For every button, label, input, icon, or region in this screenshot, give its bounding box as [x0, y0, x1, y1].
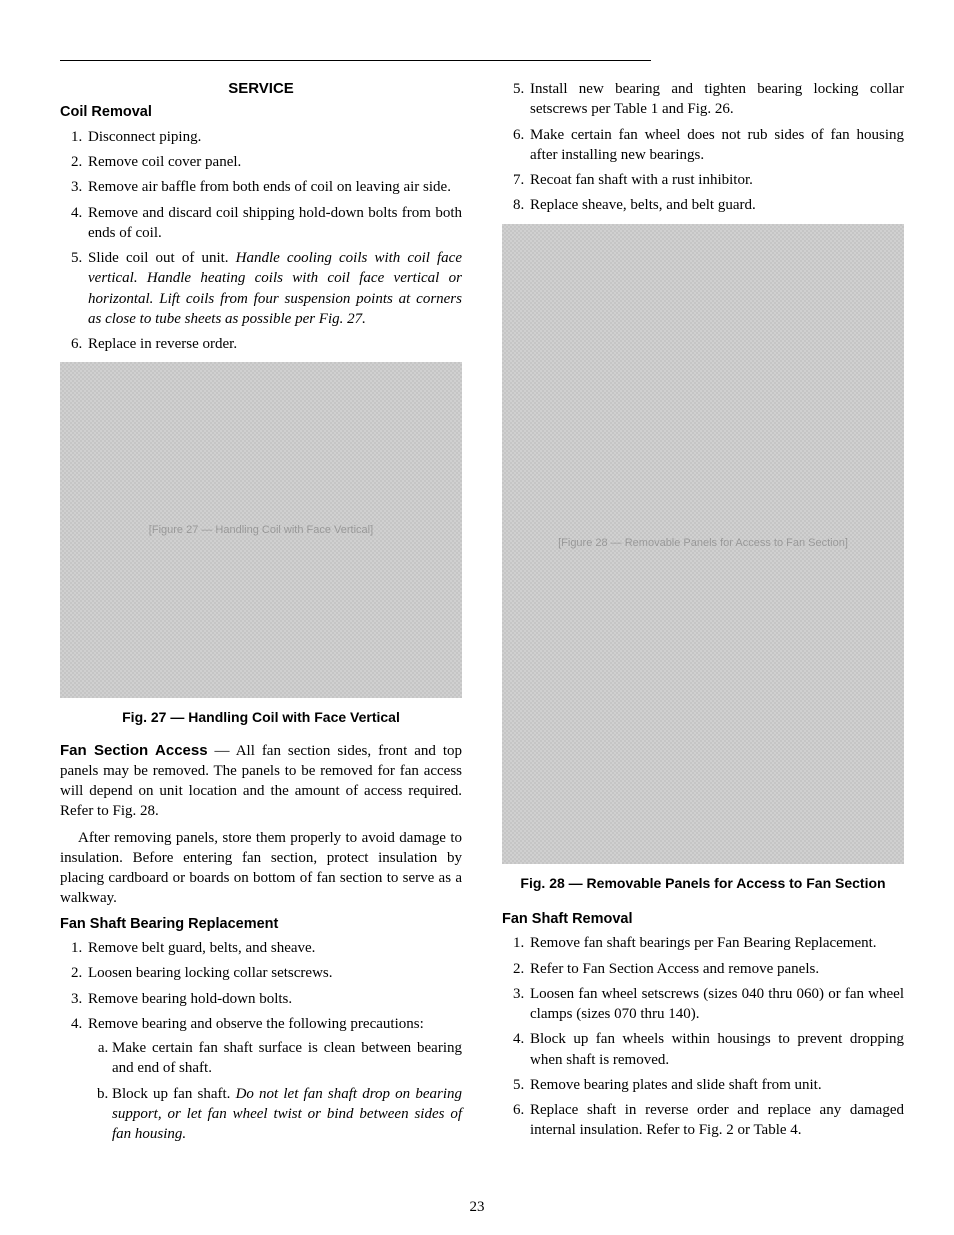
list-item: Remove fan shaft bearings per Fan Bearin… — [528, 933, 904, 953]
figure-27: [Figure 27 — Handling Coil with Face Ver… — [60, 362, 462, 698]
list-item: Recoat fan shaft with a rust inhibitor. — [528, 170, 904, 190]
list-item: Remove air baffle from both ends of coil… — [86, 177, 462, 197]
left-column: SERVICE Coil Removal Disconnect piping. … — [60, 79, 462, 1150]
fan-section-access-runin: Fan Section Access — [60, 742, 208, 759]
figure-placeholder-label: [Figure 27 — Handling Coil with Face Ver… — [143, 517, 379, 544]
coil-removal-steps: Disconnect piping. Remove coil cover pan… — [60, 127, 462, 355]
step-text: Block up fan shaft. — [112, 1086, 236, 1102]
list-item: Loosen bearing locking collar setscrews. — [86, 963, 462, 983]
coil-removal-heading: Coil Removal — [60, 103, 462, 123]
list-item: Loosen fan wheel setscrews (sizes 040 th… — [528, 984, 904, 1025]
fan-shaft-bearing-steps: Remove belt guard, belts, and sheave. Lo… — [60, 938, 462, 1144]
list-item: Remove bearing plates and slide shaft fr… — [528, 1075, 904, 1095]
list-item: Make certain fan wheel does not rub side… — [528, 125, 904, 166]
figure-27-caption: Fig. 27 — Handling Coil with Face Vertic… — [60, 708, 462, 726]
dash: — — [208, 743, 236, 759]
figure-28: [Figure 28 — Removable Panels for Access… — [502, 224, 904, 864]
list-item: Replace in reverse order. — [86, 334, 462, 354]
figure-placeholder-label: [Figure 28 — Removable Panels for Access… — [552, 530, 854, 557]
list-item: Refer to Fan Section Access and remove p… — [528, 959, 904, 979]
fan-section-access-para1: Fan Section Access — All fan section sid… — [60, 741, 462, 822]
page: SERVICE Coil Removal Disconnect piping. … — [0, 0, 954, 1235]
list-item: Block up fan shaft. Do not let fan shaft… — [112, 1084, 462, 1145]
list-item: Install new bearing and tighten bearing … — [528, 79, 904, 120]
list-item: Remove belt guard, belts, and sheave. — [86, 938, 462, 958]
step-text: Remove bearing and observe the following… — [88, 1016, 424, 1032]
two-column-layout: SERVICE Coil Removal Disconnect piping. … — [60, 79, 904, 1150]
top-rule — [60, 60, 651, 61]
fan-shaft-removal-steps: Remove fan shaft bearings per Fan Bearin… — [502, 933, 904, 1140]
fan-shaft-bearing-heading: Fan Shaft Bearing Replacement — [60, 915, 462, 935]
list-item: Remove bearing and observe the following… — [86, 1014, 462, 1145]
list-item: Remove coil cover panel. — [86, 152, 462, 172]
list-item: Slide coil out of unit. Handle cooling c… — [86, 248, 462, 329]
list-item: Replace shaft in reverse order and repla… — [528, 1100, 904, 1141]
right-column: Install new bearing and tighten bearing … — [502, 79, 904, 1150]
fan-shaft-bearing-steps-cont: Install new bearing and tighten bearing … — [502, 79, 904, 216]
figure-28-caption: Fig. 28 — Removable Panels for Access to… — [502, 874, 904, 892]
service-heading: SERVICE — [60, 79, 462, 99]
fan-section-access-para2: After removing panels, store them proper… — [60, 828, 462, 909]
list-item: Remove bearing hold-down bolts. — [86, 989, 462, 1009]
substeps: Make certain fan shaft surface is clean … — [88, 1038, 462, 1144]
step-text: Slide coil out of unit. — [88, 250, 236, 266]
list-item: Replace sheave, belts, and belt guard. — [528, 195, 904, 215]
list-item: Remove and discard coil shipping hold-do… — [86, 203, 462, 244]
fan-shaft-removal-heading: Fan Shaft Removal — [502, 910, 904, 930]
page-number: 23 — [0, 1197, 954, 1217]
list-item: Disconnect piping. — [86, 127, 462, 147]
list-item: Make certain fan shaft surface is clean … — [112, 1038, 462, 1079]
list-item: Block up fan wheels within housings to p… — [528, 1029, 904, 1070]
